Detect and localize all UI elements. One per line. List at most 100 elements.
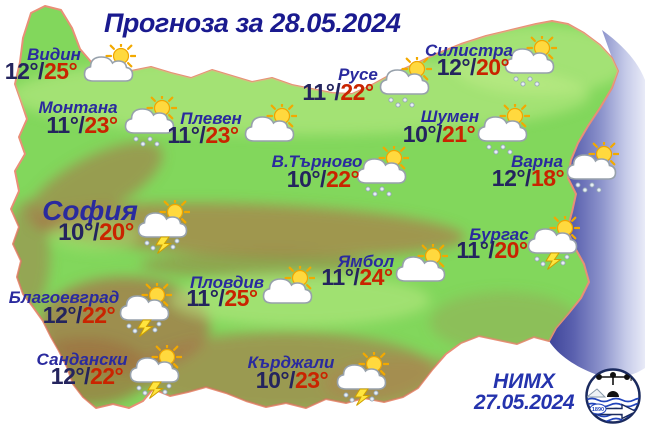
city-name: София [42, 195, 138, 226]
city-name: Кърджали [247, 353, 335, 372]
temp-low: 11° [456, 237, 489, 263]
temp-separator: / [353, 264, 360, 290]
cloud-sun-rain-icon [501, 32, 558, 90]
attribution: НИМХ 27.05.2024 [462, 371, 586, 413]
cloud-glyph [356, 158, 407, 184]
sun-glyph [526, 32, 558, 64]
temp-low: 10° [286, 166, 321, 192]
sun-glyph [499, 100, 531, 132]
city-temperatures: 12°/25° [5, 58, 78, 84]
temp-low: 12° [50, 363, 85, 389]
lightning-glyph [137, 319, 154, 337]
cloud-sun-lightning-icon [524, 212, 581, 270]
cloud-glyph [244, 116, 295, 142]
temp-low: 12° [491, 165, 526, 191]
city-temperatures: 12°/22° [50, 363, 124, 389]
temp-high: 23° [294, 367, 329, 393]
cloud-sun-lightning-icon [134, 196, 191, 254]
lightning-glyph [155, 236, 172, 254]
temp-low: 11° [302, 79, 335, 105]
temp-separator: / [78, 112, 85, 138]
city-temperatures: 11°/22° [302, 79, 374, 105]
city-name: В.Търново [271, 152, 363, 171]
city-temperatures: 11°/23° [167, 122, 239, 148]
temp-high: 22° [340, 79, 374, 105]
temp-low: 11° [167, 122, 200, 148]
cloud-sun-rain-icon [353, 142, 410, 200]
city-temperatures: 10°/23° [256, 367, 329, 393]
logo-mountains [587, 388, 607, 398]
temp-low: 10° [402, 121, 437, 147]
city-temperatures: 10°/22° [286, 166, 360, 192]
temp-low: 11° [46, 112, 79, 138]
temp-low: 11° [321, 264, 354, 290]
logo-year: 1890 [592, 407, 604, 413]
temp-high: 24° [359, 264, 393, 290]
city-temperatures: 12°/22° [42, 302, 116, 328]
temp-high: 25° [224, 285, 258, 311]
cloud-sun-icon [241, 100, 298, 158]
cloud-glyph [336, 364, 387, 390]
logo-arrow [591, 403, 638, 420]
forecast-title: Прогноза за 28.05.2024 [104, 8, 401, 38]
cloud-glyph [137, 212, 188, 238]
temp-separator: / [199, 122, 206, 148]
cloud-glyph [83, 56, 134, 82]
cloud-sun-icon [80, 40, 137, 98]
logo-weather-vane [596, 372, 630, 385]
city-name: Бургас [469, 225, 529, 244]
cloud-sun-rain-icon [563, 138, 620, 196]
temp-high: 20° [475, 54, 510, 80]
temp-high: 23° [205, 122, 239, 148]
cloud-glyph [119, 295, 170, 321]
lightning-glyph [545, 252, 562, 270]
temp-high: 20° [494, 237, 528, 263]
temp-low: 12° [436, 54, 471, 80]
cloud-glyph [504, 48, 555, 74]
cloud-glyph [262, 278, 313, 304]
city-name: Шумен [420, 107, 480, 126]
cloud-sun-rain-icon [376, 53, 433, 111]
city-temperatures: 12°/18° [491, 165, 565, 191]
cloud-sun-icon [392, 240, 449, 298]
temp-high: 18° [530, 165, 565, 191]
lightning-glyph [354, 388, 371, 406]
temp-separator: / [488, 237, 495, 263]
city-name: Монтана [38, 98, 118, 117]
attribution-org: НИМХ [493, 370, 555, 393]
city-temperatures: 11°/23° [46, 112, 118, 138]
temp-low: 12° [42, 302, 77, 328]
lightning-glyph [147, 381, 164, 399]
cloud-sun-lightning-icon [116, 279, 173, 337]
cloud-sun-lightning-icon [333, 348, 390, 406]
temp-high: 23° [84, 112, 118, 138]
city-name: Ямбол [337, 252, 395, 271]
temp-separator: / [84, 363, 90, 389]
temp-separator: / [436, 121, 442, 147]
city-temperatures: 10°/21° [402, 121, 476, 147]
cloud-glyph [379, 69, 430, 95]
city-name: Силистра [424, 41, 514, 60]
temp-high: 21° [441, 121, 476, 147]
temp-high: 22° [89, 363, 124, 389]
city-temperatures: 10°/20° [58, 221, 134, 245]
temp-separator: / [525, 165, 531, 191]
city-name: Варна [511, 152, 563, 171]
cloud-glyph [566, 154, 617, 180]
cloud-glyph [477, 116, 528, 142]
temp-high: 20° [99, 219, 134, 246]
temp-high: 25° [43, 58, 78, 84]
city-temperatures: 12°/20° [436, 54, 510, 80]
black-sea [549, 30, 645, 378]
city-name: Видин [27, 45, 81, 64]
cloud-sun-lightning-icon [126, 341, 183, 399]
city-temperatures: 11°/25° [186, 285, 258, 311]
cloud-glyph [527, 228, 578, 254]
cloud-sun-rain-icon [121, 92, 178, 150]
sun-glyph [284, 262, 316, 294]
temp-separator: / [289, 367, 295, 393]
temp-separator: / [470, 54, 476, 80]
temp-separator: / [218, 285, 225, 311]
city-name: Пловдив [190, 273, 264, 292]
